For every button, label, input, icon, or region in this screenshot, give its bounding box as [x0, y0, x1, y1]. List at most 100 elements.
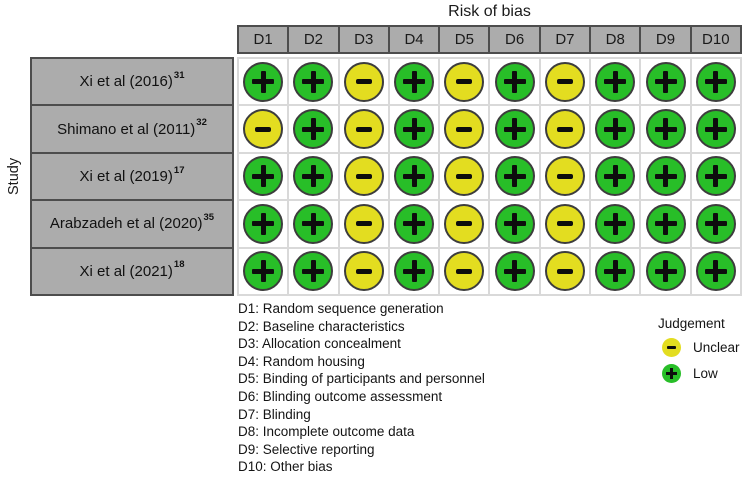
low-risk-plus-icon [293, 156, 334, 197]
judgement-cell [339, 153, 388, 200]
plus-icon [503, 118, 526, 141]
plus-icon [654, 165, 677, 188]
plus-icon [302, 165, 325, 188]
low-risk-plus-icon [595, 251, 636, 292]
low-risk-plus-icon [595, 203, 636, 244]
judgement-cell [641, 59, 690, 105]
legend-title: Judgement [658, 316, 725, 331]
minus-icon [456, 126, 473, 132]
judgement-cell [591, 106, 640, 152]
study-label: Xi et al (2016) 31 [30, 57, 234, 107]
footnote-line: D10: Other bias [238, 459, 333, 475]
minus-icon [255, 126, 272, 132]
plus-icon [604, 118, 627, 141]
y-axis-label: Study [6, 157, 22, 196]
low-risk-plus-icon [243, 156, 284, 197]
plus-icon [403, 260, 426, 283]
low-risk-plus-icon [695, 251, 736, 292]
low-risk-plus-icon [645, 109, 686, 150]
low-risk-plus-icon [662, 364, 681, 383]
plus-icon [503, 70, 526, 93]
footnotes: D1: Random sequence generation D2: Baseli… [238, 300, 485, 476]
plus-icon [704, 118, 727, 141]
low-risk-plus-icon [494, 61, 535, 102]
plus-icon [604, 165, 627, 188]
low-risk-plus-icon [494, 109, 535, 150]
judgement-grid [237, 57, 742, 296]
low-risk-plus-icon [645, 61, 686, 102]
judgement-cell [289, 106, 338, 152]
unclear-risk-minus-icon [343, 156, 384, 197]
unclear-risk-minus-icon [444, 203, 485, 244]
judgement-cell [490, 201, 539, 247]
unclear-risk-minus-icon [343, 203, 384, 244]
low-risk-plus-icon [394, 203, 435, 244]
judgement-cell [440, 59, 489, 105]
column-header: D3 [337, 25, 390, 54]
plus-icon [704, 70, 727, 93]
column-header: D5 [438, 25, 491, 54]
judgement-cell [239, 201, 288, 247]
judgement-cell [691, 59, 740, 105]
plus-icon [654, 212, 677, 235]
plus-icon [403, 165, 426, 188]
judgement-cell [691, 153, 740, 200]
footnote-line: D5: Binding of participants and personne… [238, 371, 485, 387]
judgement-cell [591, 59, 640, 105]
plus-icon [403, 118, 426, 141]
footnote-line: D4: Random housing [238, 353, 365, 369]
plus-icon [704, 165, 727, 188]
plus-icon [252, 70, 275, 93]
minus-icon [667, 345, 676, 350]
low-risk-plus-icon [645, 251, 686, 292]
plus-icon [252, 165, 275, 188]
legend-label: Unclear [693, 340, 740, 355]
low-risk-plus-icon [695, 61, 736, 102]
minus-icon [456, 173, 473, 179]
plus-icon [704, 260, 727, 283]
column-header: D2 [287, 25, 340, 54]
study-label: Arabzadeh et al (2020) 35 [30, 199, 234, 249]
low-risk-plus-icon [494, 156, 535, 197]
judgement-cell [591, 153, 640, 200]
judgement-cell [591, 201, 640, 247]
judgement-cell [691, 248, 740, 294]
plus-icon [302, 118, 325, 141]
legend-label: Low [693, 366, 718, 381]
legend-item: Unclear [653, 338, 740, 357]
plus-icon [704, 212, 727, 235]
judgement-cell [239, 153, 288, 200]
low-risk-plus-icon [293, 251, 334, 292]
unclear-risk-minus-icon [343, 61, 384, 102]
judgement-cell [490, 59, 539, 105]
judgement-cell [641, 248, 690, 294]
footnote-line: D9: Selective reporting [238, 441, 375, 457]
judgement-legend: Judgement Unclear Low [653, 316, 740, 383]
legend-item: Low [653, 364, 740, 383]
column-header: D10 [689, 25, 742, 54]
low-risk-plus-icon [645, 156, 686, 197]
judgement-cell [389, 153, 439, 200]
plus-icon [302, 70, 325, 93]
judgement-cell [289, 201, 338, 247]
footnote-line: D7: Blinding [238, 406, 311, 422]
plus-icon [302, 260, 325, 283]
column-header-row: D1 D2 D3 D4 D5 D6 D7 D8 D9 D10 [237, 25, 742, 54]
low-risk-plus-icon [695, 109, 736, 150]
footnote-line: D6: Blinding outcome assessment [238, 388, 443, 404]
unclear-risk-minus-icon [444, 109, 485, 150]
judgement-cell [540, 153, 590, 200]
judgement-cell [339, 59, 388, 105]
low-risk-plus-icon [293, 109, 334, 150]
column-header: D9 [639, 25, 692, 54]
minus-icon [556, 221, 573, 227]
plus-icon [654, 70, 677, 93]
low-risk-plus-icon [394, 156, 435, 197]
plus-icon [503, 165, 526, 188]
plus-icon [654, 118, 677, 141]
minus-icon [556, 268, 573, 274]
low-risk-plus-icon [695, 203, 736, 244]
minus-icon [355, 126, 372, 132]
minus-icon [355, 268, 372, 274]
low-risk-plus-icon [243, 203, 284, 244]
